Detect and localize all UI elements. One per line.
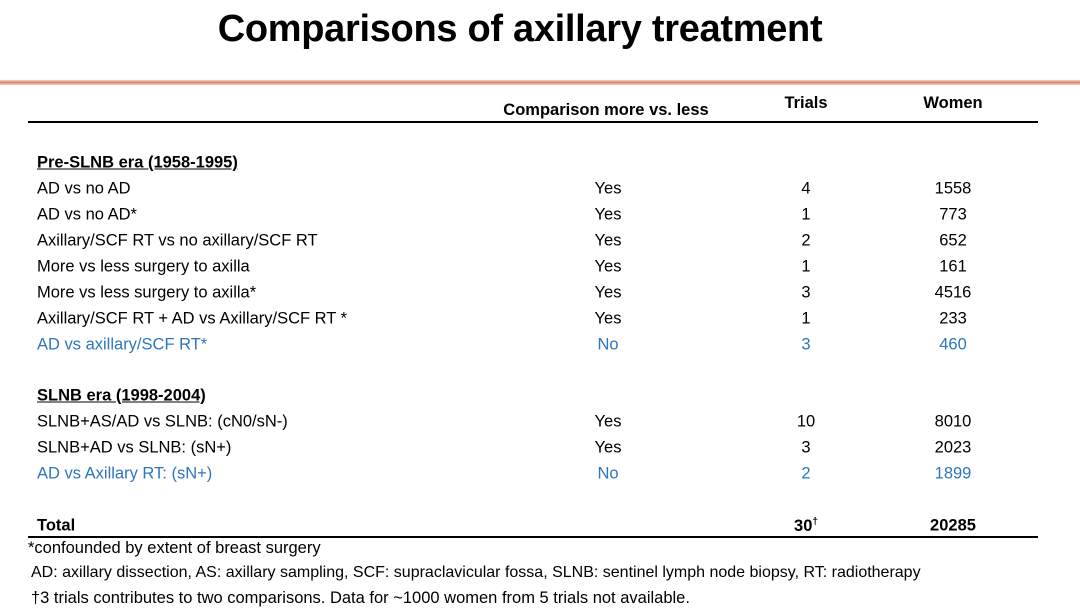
- total-rule: [28, 536, 1038, 538]
- cell-women: 233: [939, 309, 967, 328]
- total-trials-value: 30: [794, 516, 813, 535]
- cell-trials: 3: [801, 283, 811, 302]
- title-divider: [0, 80, 1080, 85]
- footnote-asterisk: *confounded by extent of breast surgery: [28, 539, 321, 557]
- cell-trials: 1: [801, 309, 811, 328]
- cell-label: More vs less surgery to axilla*: [37, 283, 257, 302]
- cell-women: 4516: [934, 283, 972, 302]
- section-heading: SLNB era (1998-2004): [37, 386, 206, 405]
- cell-trials: 10: [796, 412, 816, 431]
- cell-label: SLNB+AD vs SLNB: (sN+): [37, 438, 232, 457]
- footnote-dagger: †3 trials contributes to two comparisons…: [31, 589, 690, 607]
- cell-comparison: No: [597, 335, 619, 354]
- cell-label: AD vs no AD*: [37, 205, 137, 224]
- total-label: Total: [37, 516, 76, 535]
- cell-women: 1899: [934, 464, 972, 483]
- cell-trials: 2: [801, 464, 811, 483]
- cell-comparison: Yes: [594, 309, 622, 328]
- header-trials: Trials: [784, 94, 828, 112]
- cell-comparison: Yes: [594, 283, 622, 302]
- dagger-mark: †: [812, 516, 818, 528]
- cell-trials: 3: [801, 438, 811, 457]
- cell-comparison: Yes: [594, 438, 622, 457]
- header-women: Women: [923, 94, 983, 112]
- cell-trials: 3: [801, 335, 811, 354]
- cell-label: More vs less surgery to axilla: [37, 257, 250, 276]
- cell-women: 161: [939, 257, 967, 276]
- slide-title: Comparisons of axillary treatment: [217, 8, 823, 50]
- cell-label: Axillary/SCF RT + AD vs Axillary/SCF RT …: [37, 309, 348, 328]
- cell-women: 773: [939, 205, 967, 224]
- cell-comparison: Yes: [594, 257, 622, 276]
- cell-label: SLNB+AS/AD vs SLNB: (cN0/sN-): [37, 412, 288, 431]
- header-comparison: Comparison more vs. less: [503, 101, 709, 119]
- cell-label: Axillary/SCF RT vs no axillary/SCF RT: [37, 231, 318, 250]
- cell-trials: 2: [801, 231, 811, 250]
- header-rule: [28, 121, 1038, 123]
- cell-label: AD vs axillary/SCF RT*: [37, 335, 208, 354]
- cell-trials: 1: [801, 205, 811, 224]
- cell-women: 8010: [934, 412, 972, 431]
- cell-comparison: Yes: [594, 179, 622, 198]
- cell-comparison: No: [597, 464, 619, 483]
- cell-comparison: Yes: [594, 205, 622, 224]
- cell-women: 2023: [934, 438, 972, 457]
- section-heading: Pre-SLNB era (1958-1995): [37, 153, 238, 172]
- cell-trials: 4: [801, 179, 811, 198]
- cell-women: 652: [939, 231, 967, 250]
- cell-trials: 1: [801, 257, 811, 276]
- cell-women: 1558: [934, 179, 972, 198]
- cell-label: AD vs Axillary RT: (sN+): [37, 464, 213, 483]
- footnote-abbreviations: AD: axillary dissection, AS: axillary sa…: [31, 564, 921, 581]
- cell-label: AD vs no AD: [37, 179, 131, 198]
- cell-comparison: Yes: [594, 412, 622, 431]
- total-trials: 30†: [794, 516, 818, 536]
- cell-comparison: Yes: [594, 231, 622, 250]
- total-women: 20285: [930, 516, 976, 535]
- cell-women: 460: [939, 335, 967, 354]
